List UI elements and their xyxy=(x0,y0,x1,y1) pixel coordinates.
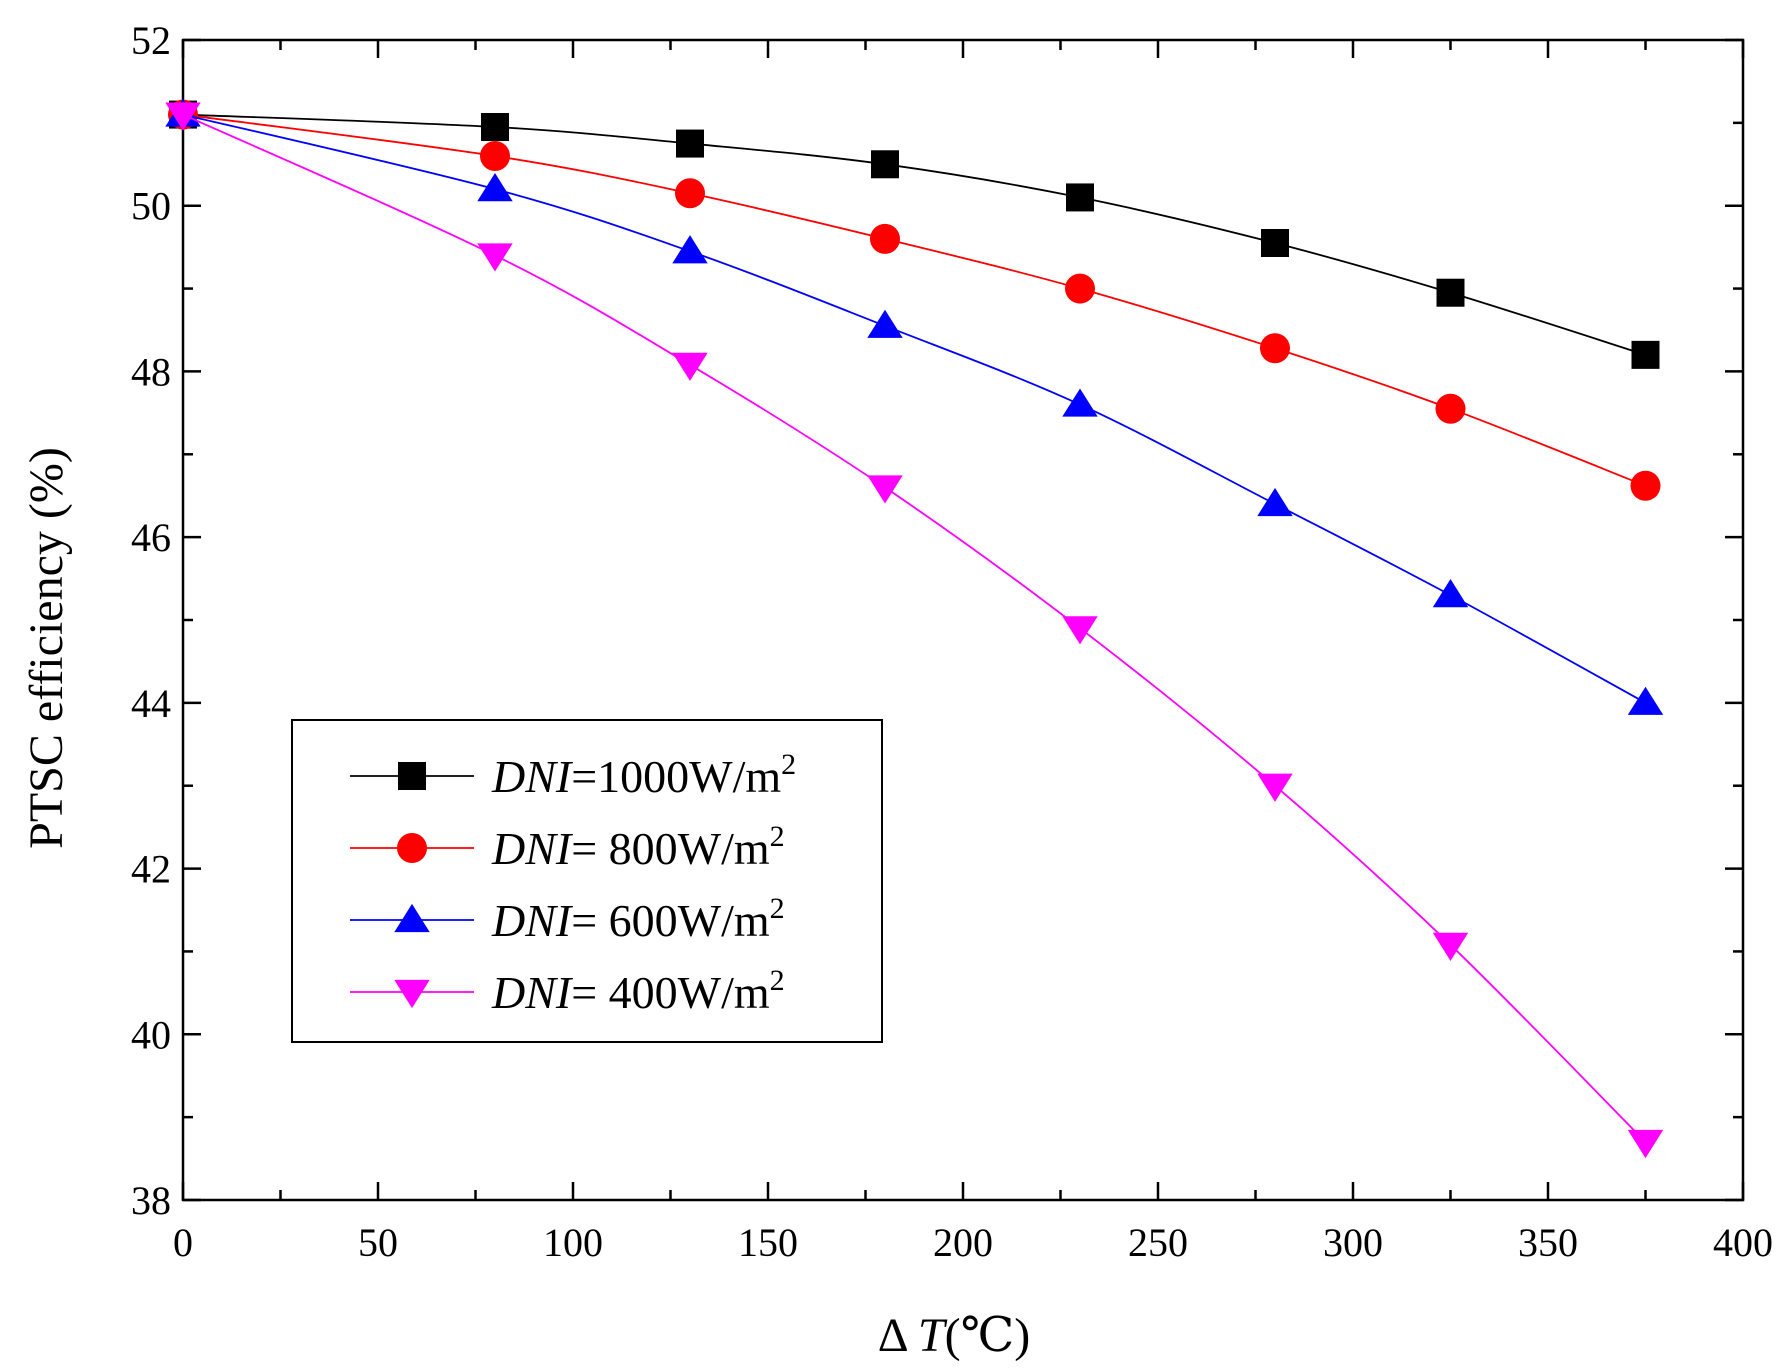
x-tick-label: 400 xyxy=(1713,1220,1773,1265)
legend-label: DNI=1000W/m2 xyxy=(491,748,796,802)
data-point xyxy=(481,113,509,141)
legend-item: DNI= 400W/m2 xyxy=(350,964,785,1018)
data-point xyxy=(1627,686,1664,715)
x-tick-label: 350 xyxy=(1518,1220,1578,1265)
y-tick-label: 46 xyxy=(131,515,171,560)
series-layer xyxy=(165,98,1664,1159)
y-tick-label: 50 xyxy=(131,184,171,229)
y-tick-label: 38 xyxy=(131,1178,171,1223)
data-point xyxy=(1257,487,1293,517)
legend-marker xyxy=(394,903,430,933)
x-tick-label: 0 xyxy=(173,1220,193,1265)
data-point xyxy=(1627,1129,1664,1159)
data-point xyxy=(1257,773,1293,802)
x-tick-label: 200 xyxy=(933,1220,993,1265)
series-line xyxy=(182,113,1646,356)
data-point xyxy=(867,475,903,504)
legend-box xyxy=(291,719,883,1043)
data-point xyxy=(1436,278,1465,307)
data-point xyxy=(1631,340,1660,369)
axis-ticks: 0 50 100 150 200 250 300 350 400 38 40 42 44 46 48 50 52 xyxy=(131,18,1773,1265)
data-point xyxy=(871,150,899,179)
y-tick-label: 44 xyxy=(131,681,171,726)
legend-marker xyxy=(397,833,427,863)
data-point xyxy=(676,129,704,158)
x-tick-label: 250 xyxy=(1128,1220,1188,1265)
y-axis-title: PTSC efficiency (%) xyxy=(20,447,73,849)
y-tick-label: 48 xyxy=(131,349,171,394)
data-point xyxy=(675,178,705,209)
legend-item: DNI= 600W/m2 xyxy=(350,892,785,946)
series-3 xyxy=(165,98,1664,715)
data-point xyxy=(1062,616,1098,645)
legend-marker xyxy=(398,762,426,790)
legend-marker xyxy=(394,979,430,1009)
data-point xyxy=(1435,393,1466,424)
data-point xyxy=(672,235,708,264)
data-point xyxy=(1260,333,1290,364)
data-point xyxy=(480,141,510,171)
x-axis-title: Δ T(℃) xyxy=(878,1309,1031,1362)
series-4 xyxy=(165,102,1664,1159)
x-tick-label: 50 xyxy=(358,1220,398,1265)
data-point xyxy=(1065,273,1095,304)
data-point xyxy=(1066,183,1094,212)
legend: DNI=1000W/m2 DNI= 800W/m2 DNI= 600W/m2 DNI=… xyxy=(291,719,883,1043)
data-point xyxy=(1630,470,1661,501)
x-tick-label: 150 xyxy=(738,1220,798,1265)
y-tick-label: 40 xyxy=(131,1012,171,1057)
x-tick-label: 300 xyxy=(1323,1220,1383,1265)
data-point xyxy=(477,243,513,272)
data-point xyxy=(870,223,900,254)
data-point xyxy=(165,102,201,131)
legend-label: DNI= 800W/m2 xyxy=(491,820,785,874)
data-point xyxy=(1062,388,1098,417)
data-point xyxy=(477,173,513,202)
y-tick-label: 52 xyxy=(131,18,171,63)
y-tick-label: 42 xyxy=(131,847,171,892)
legend-item: DNI= 800W/m2 xyxy=(350,820,785,874)
legend-label: DNI= 400W/m2 xyxy=(491,964,785,1018)
legend-item: DNI=1000W/m2 xyxy=(350,748,796,802)
data-point xyxy=(1432,579,1469,608)
data-point xyxy=(1432,932,1469,961)
legend-label: DNI= 600W/m2 xyxy=(491,892,785,946)
data-point xyxy=(1261,229,1289,257)
data-point xyxy=(672,352,708,381)
data-point xyxy=(867,309,903,338)
x-tick-label: 100 xyxy=(543,1220,603,1265)
series-line xyxy=(182,113,1646,487)
series-line xyxy=(182,113,1646,704)
